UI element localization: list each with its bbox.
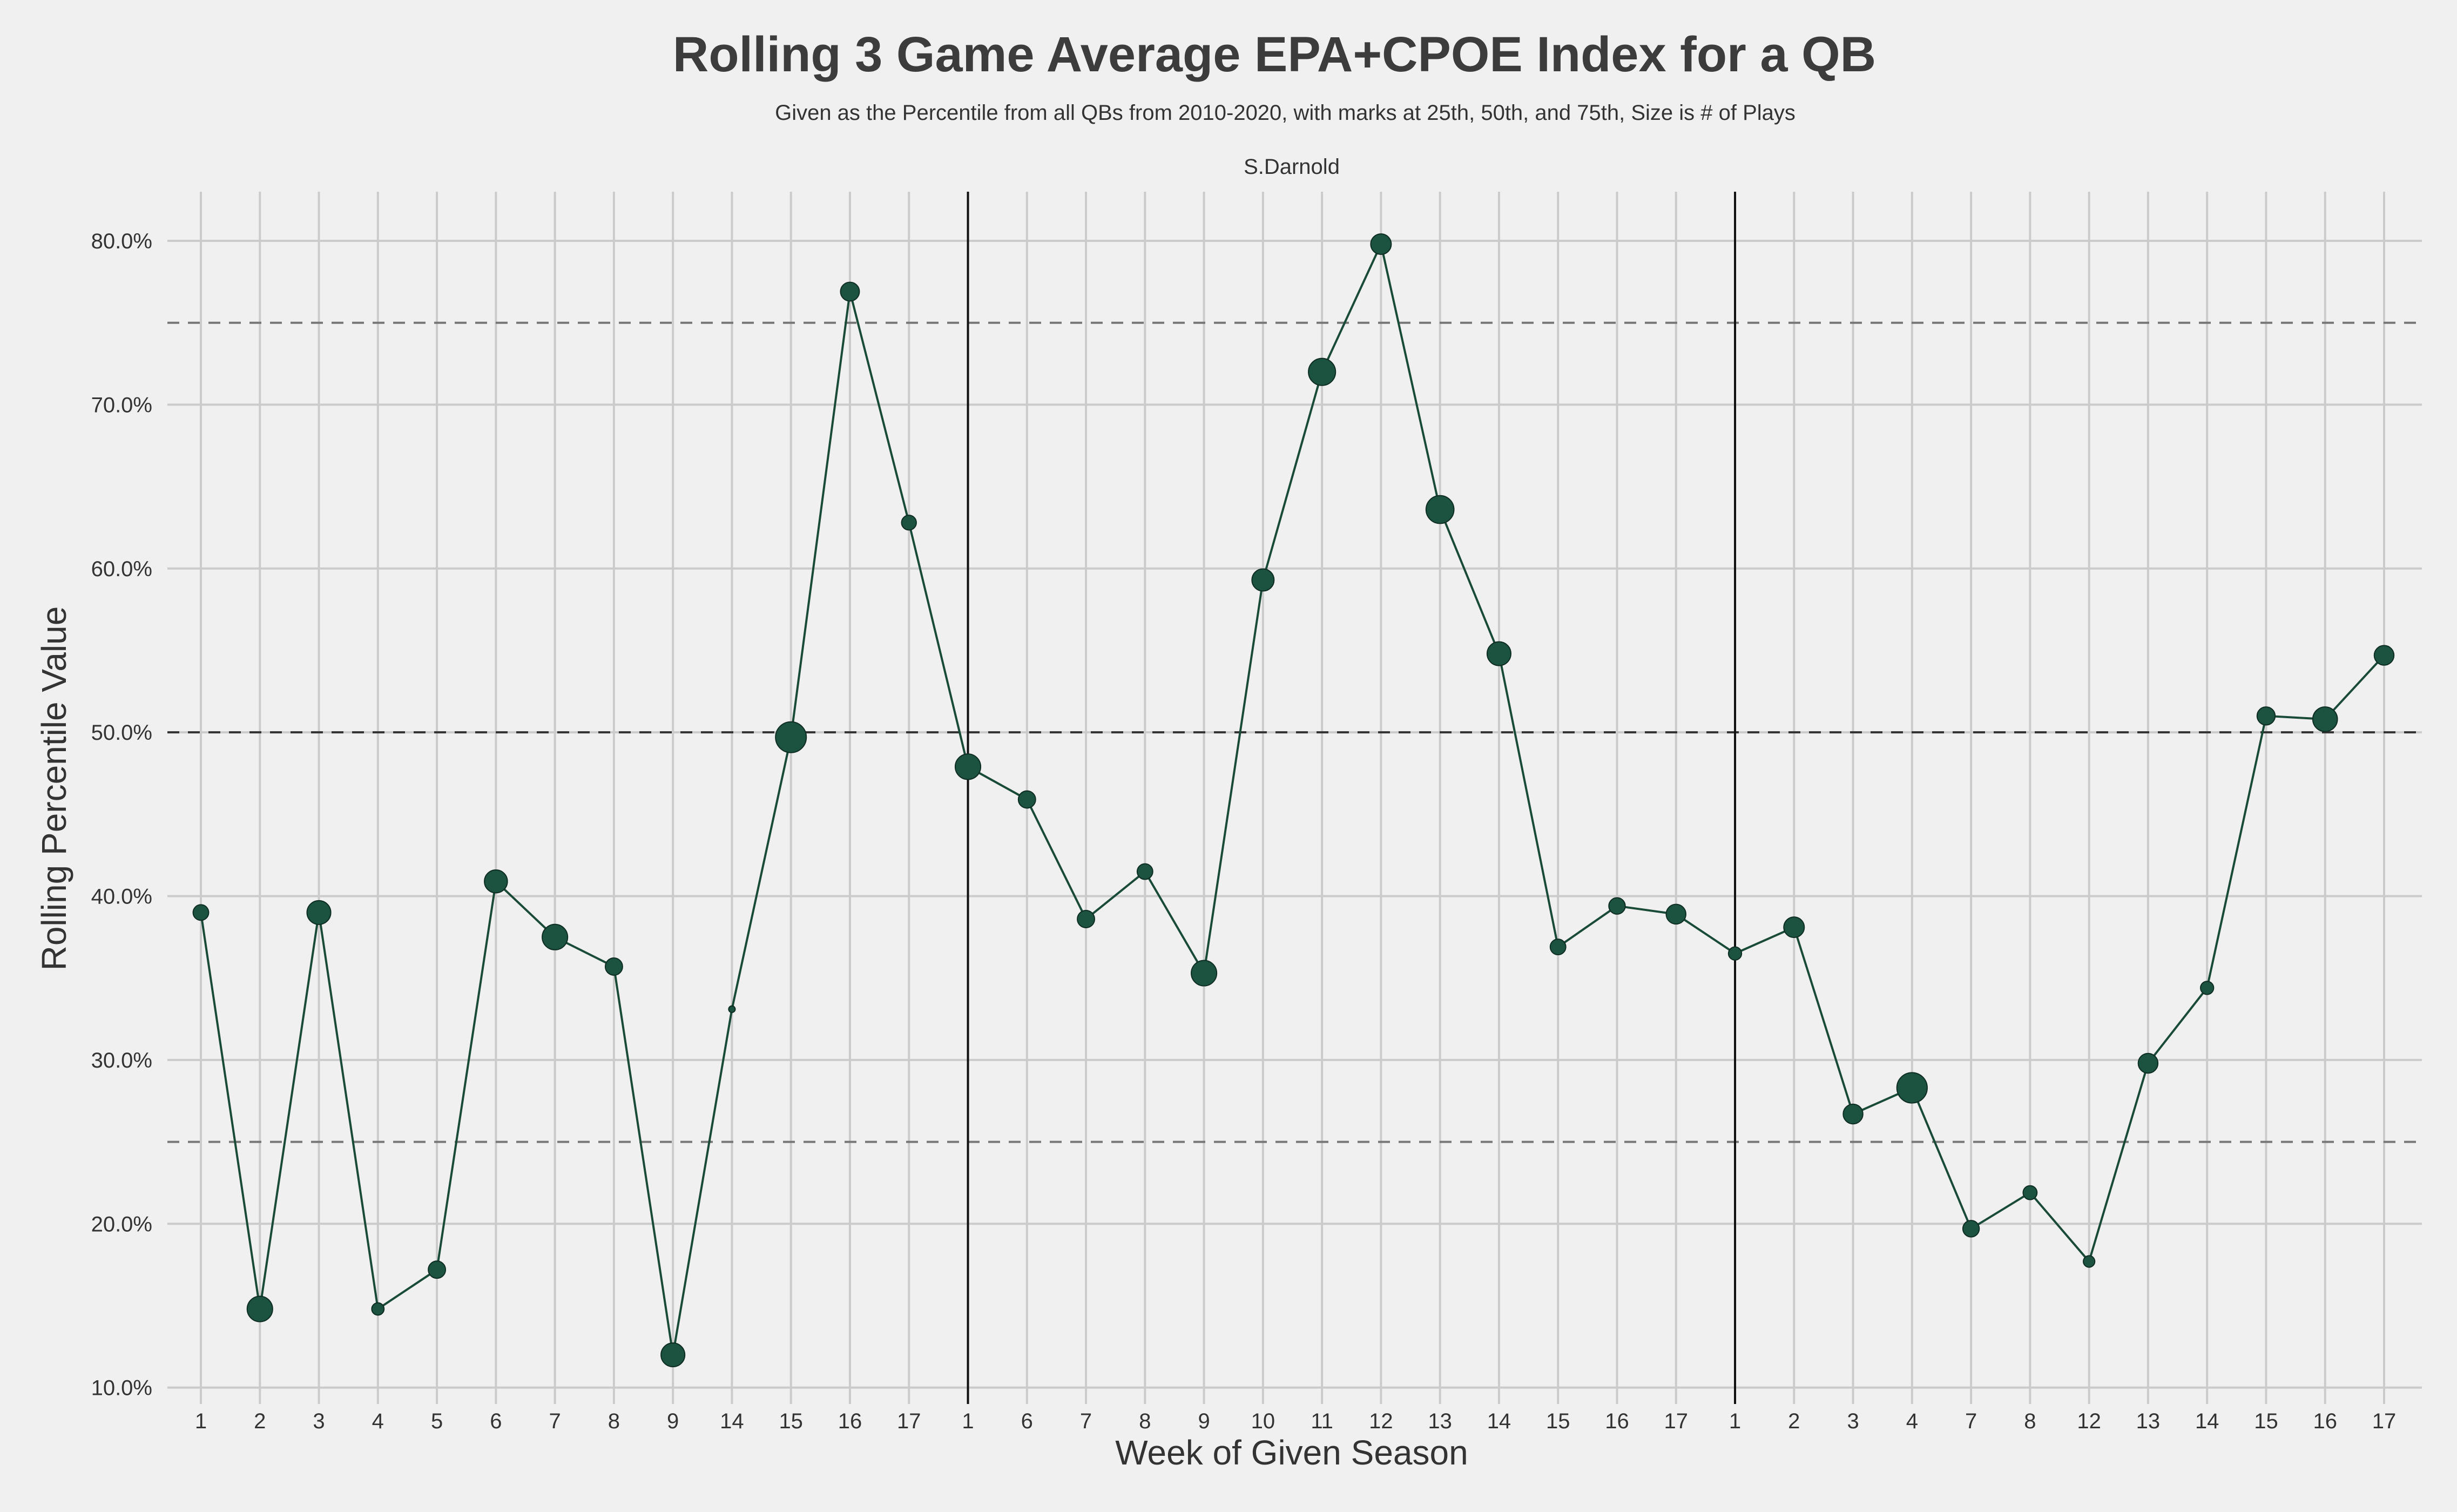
data-point xyxy=(1727,946,1743,961)
x-tick-label: 1 xyxy=(962,1409,974,1433)
data-point xyxy=(306,900,332,925)
x-tick-label: 11 xyxy=(1311,1409,1333,1433)
x-tick-label: 13 xyxy=(1428,1409,1452,1433)
data-point xyxy=(660,1342,686,1368)
x-tick-label: 10 xyxy=(1251,1409,1275,1433)
data-point xyxy=(192,904,210,921)
y-axis-ticks: 10.0% 20.0% 30.0% 40.0% 50.0% 60.0% 70.0% 80.0% xyxy=(91,230,152,1400)
data-point xyxy=(1783,916,1805,939)
x-tick-label: 15 xyxy=(2254,1409,2278,1433)
chart-subtitle: Given as the Percentile from all QBs fro… xyxy=(775,101,1796,125)
x-tick-label: 7 xyxy=(1080,1409,1092,1433)
data-point xyxy=(1896,1072,1928,1104)
data-point xyxy=(1308,357,1336,386)
x-tick-label: 13 xyxy=(2136,1409,2161,1433)
data-point xyxy=(2256,706,2276,726)
data-point xyxy=(840,281,860,302)
data-point xyxy=(1962,1220,1980,1238)
y-tick-label: 30.0% xyxy=(91,1049,152,1072)
data-point xyxy=(2137,1052,2159,1074)
data-point xyxy=(901,515,917,531)
y-axis-label: Rolling Percentile Value xyxy=(35,606,73,971)
x-tick-label: 4 xyxy=(1906,1409,1918,1433)
data-point xyxy=(1608,897,1626,915)
x-tick-label: 3 xyxy=(1847,1409,1859,1433)
x-tick-label: 8 xyxy=(1139,1409,1151,1433)
data-point xyxy=(775,721,807,753)
x-tick-label: 14 xyxy=(2195,1409,2219,1433)
data-point xyxy=(2200,981,2215,995)
data-point xyxy=(2083,1255,2096,1268)
x-tick-label: 7 xyxy=(1965,1409,1977,1433)
x-tick-label: 5 xyxy=(431,1409,443,1433)
x-tick-label: 8 xyxy=(2024,1409,2036,1433)
x-tick-label: 17 xyxy=(897,1409,921,1433)
x-tick-label: 8 xyxy=(608,1409,620,1433)
x-tick-label: 2 xyxy=(1788,1409,1800,1433)
reference-lines xyxy=(167,192,2422,1404)
data-point xyxy=(484,869,508,894)
data-point xyxy=(1665,903,1686,925)
x-tick-label: 1 xyxy=(195,1409,207,1433)
y-tick-label: 10.0% xyxy=(91,1376,152,1400)
data-point xyxy=(2022,1185,2038,1200)
x-tick-label: 15 xyxy=(779,1409,803,1433)
data-point xyxy=(2312,706,2338,732)
x-tick-label: 6 xyxy=(490,1409,502,1433)
chart-title: Rolling 3 Game Average EPA+CPOE Index fo… xyxy=(673,27,1876,82)
x-tick-label: 2 xyxy=(254,1409,266,1433)
x-tick-label: 3 xyxy=(313,1409,325,1433)
x-tick-label: 7 xyxy=(549,1409,561,1433)
x-tick-label: 1 xyxy=(1729,1409,1741,1433)
data-point xyxy=(1425,495,1455,524)
y-tick-label: 50.0% xyxy=(91,721,152,745)
data-point xyxy=(246,1295,273,1322)
data-point xyxy=(604,957,623,976)
series xyxy=(192,233,2395,1368)
data-point xyxy=(371,1302,385,1316)
x-tick-label: 12 xyxy=(2077,1409,2101,1433)
data-point xyxy=(1549,939,1567,956)
x-tick-label: 9 xyxy=(667,1409,679,1433)
panel-label: S.Darnold xyxy=(1244,155,1340,179)
x-tick-label: 15 xyxy=(1546,1409,1570,1433)
y-tick-label: 80.0% xyxy=(91,230,152,253)
data-point xyxy=(428,1260,447,1279)
x-tick-label: 14 xyxy=(720,1409,744,1433)
x-tick-label: 12 xyxy=(1369,1409,1393,1433)
data-point xyxy=(954,753,982,780)
x-tick-label: 16 xyxy=(838,1409,862,1433)
y-tick-label: 40.0% xyxy=(91,885,152,909)
x-tick-label: 4 xyxy=(372,1409,384,1433)
data-point xyxy=(1486,641,1511,666)
x-tick-label: 9 xyxy=(1198,1409,1210,1433)
y-tick-label: 60.0% xyxy=(91,557,152,581)
x-tick-label: 14 xyxy=(1487,1409,1511,1433)
x-axis-label: Week of Given Season xyxy=(1115,1433,1468,1472)
x-tick-label: 16 xyxy=(1605,1409,1629,1433)
data-point xyxy=(542,923,569,950)
data-point xyxy=(1842,1103,1864,1125)
x-axis-ticks: 1 2 3 4 5 6 7 8 9 14 15 16 17 1 6 7 8 9 10 11 12 13 14 15 16 17 1 2… xyxy=(195,1409,2396,1433)
data-point xyxy=(1017,790,1036,809)
data-point xyxy=(1251,568,1275,592)
y-tick-label: 20.0% xyxy=(91,1212,152,1236)
x-tick-label: 17 xyxy=(2372,1409,2397,1433)
x-tick-label: 17 xyxy=(1664,1409,1689,1433)
x-tick-label: 16 xyxy=(2313,1409,2337,1433)
data-point xyxy=(728,1005,736,1013)
data-point xyxy=(1191,960,1218,987)
data-point xyxy=(2373,645,2395,666)
grid xyxy=(167,192,2422,1404)
data-point xyxy=(1077,910,1096,928)
data-point xyxy=(1136,863,1153,880)
y-tick-label: 70.0% xyxy=(91,393,152,417)
data-point xyxy=(1370,233,1392,255)
x-tick-label: 6 xyxy=(1021,1409,1033,1433)
